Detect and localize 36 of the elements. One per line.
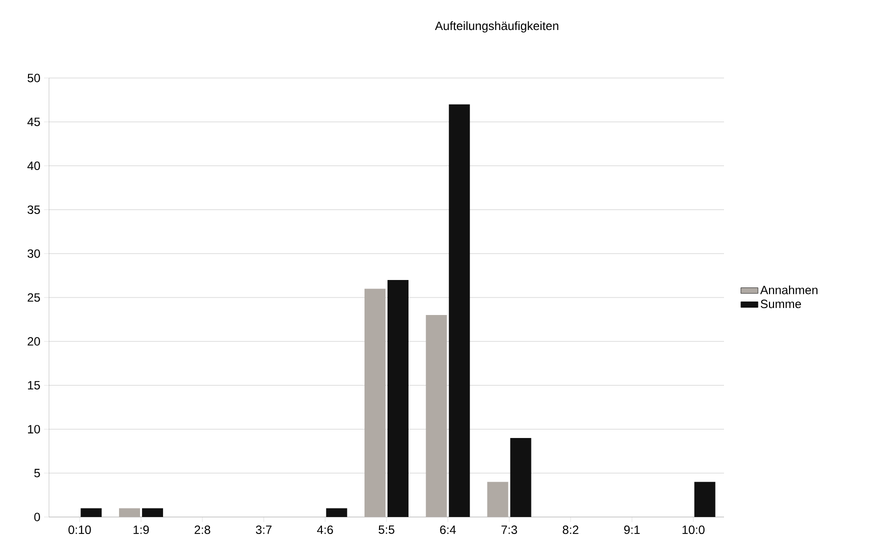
y-tick-label: 40	[27, 162, 40, 170]
x-tick-label: 6:4	[440, 526, 456, 534]
bar	[326, 508, 348, 517]
y-tick-label: 35	[28, 205, 40, 214]
x-tick-label: 3:7	[256, 526, 272, 534]
x-tick-label: 0:10	[68, 526, 91, 534]
x-tick-label: 5:5	[378, 526, 394, 534]
x-tick-label: 2:8	[194, 526, 210, 534]
x-tick-label: 7:3	[502, 526, 518, 534]
chart-title: Aufteilungshäufigkeiten	[434, 21, 558, 32]
y-tick-label: 45	[27, 118, 40, 126]
y-tick-label: 0	[34, 512, 40, 522]
legend-label: Annahmen	[760, 285, 818, 294]
bar	[364, 288, 386, 517]
bar	[119, 508, 140, 517]
bar	[487, 482, 508, 517]
x-tick-label: 10:0	[682, 526, 705, 534]
y-tick-label: 20	[28, 337, 40, 346]
bar	[448, 104, 470, 517]
x-tick-label: 4:6	[317, 526, 333, 534]
bar	[142, 508, 164, 517]
y-tick-label: 30	[28, 249, 40, 258]
bar	[694, 482, 716, 517]
y-tick-label: 5	[34, 468, 40, 478]
bar	[426, 315, 447, 517]
x-tick-label: 9:1	[624, 526, 640, 534]
y-tick-label: 50	[28, 74, 40, 82]
y-tick-label: 10	[28, 424, 40, 434]
x-tick-label: 8:2	[562, 526, 578, 534]
y-tick-label: 25	[28, 293, 40, 302]
bar	[510, 438, 532, 517]
bar	[388, 280, 409, 517]
legend-label: Summe	[760, 300, 801, 308]
x-tick-label: 1:9	[134, 526, 149, 534]
bar	[80, 508, 102, 517]
y-tick-label: 15	[28, 381, 40, 390]
